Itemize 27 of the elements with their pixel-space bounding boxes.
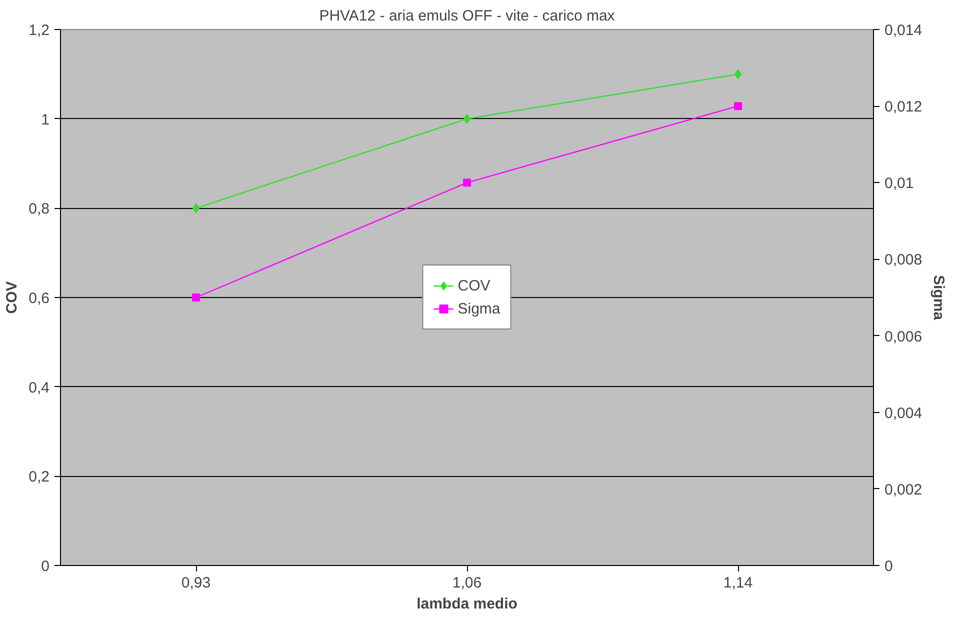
x-axis-title: lambda medio (416, 596, 518, 612)
y2-tick-label: 0,01 (884, 175, 914, 192)
y-tick-label: 1,2 (28, 22, 50, 39)
y-tick-label: 0,8 (28, 200, 50, 218)
y2-tick-label: 0,004 (884, 404, 922, 422)
y-tick-label: 1 (41, 111, 50, 128)
y-tick-label: 0 (41, 558, 50, 575)
chart-title: PHVA12 - aria emuls OFF - vite - carico max (319, 8, 616, 24)
y-tick-label: 0,4 (28, 379, 50, 396)
x-tick-label: 0,93 (181, 574, 211, 592)
point (192, 294, 200, 302)
y2-tick-label: 0,012 (884, 98, 922, 116)
x-tick-label: 1,14 (723, 574, 753, 592)
y-tick-label: 0,2 (28, 468, 50, 486)
y2-tick-label: 0,006 (884, 328, 922, 346)
y2-tick-label: 0,014 (884, 22, 922, 39)
y2-axis-title: Sigma (930, 274, 948, 321)
y2-tick-label: 0 (884, 558, 893, 575)
y-axis-title: COV (4, 281, 21, 314)
legend-label: COV (458, 277, 490, 294)
point (463, 178, 471, 187)
y-tick-label: 0,6 (28, 290, 50, 307)
y2-tick-label: 0,008 (884, 252, 922, 269)
x-tick-label: 1,06 (452, 574, 482, 592)
point (734, 102, 742, 110)
y2-tick-label: 0,002 (884, 481, 922, 498)
legend-label: Sigma (458, 300, 500, 317)
